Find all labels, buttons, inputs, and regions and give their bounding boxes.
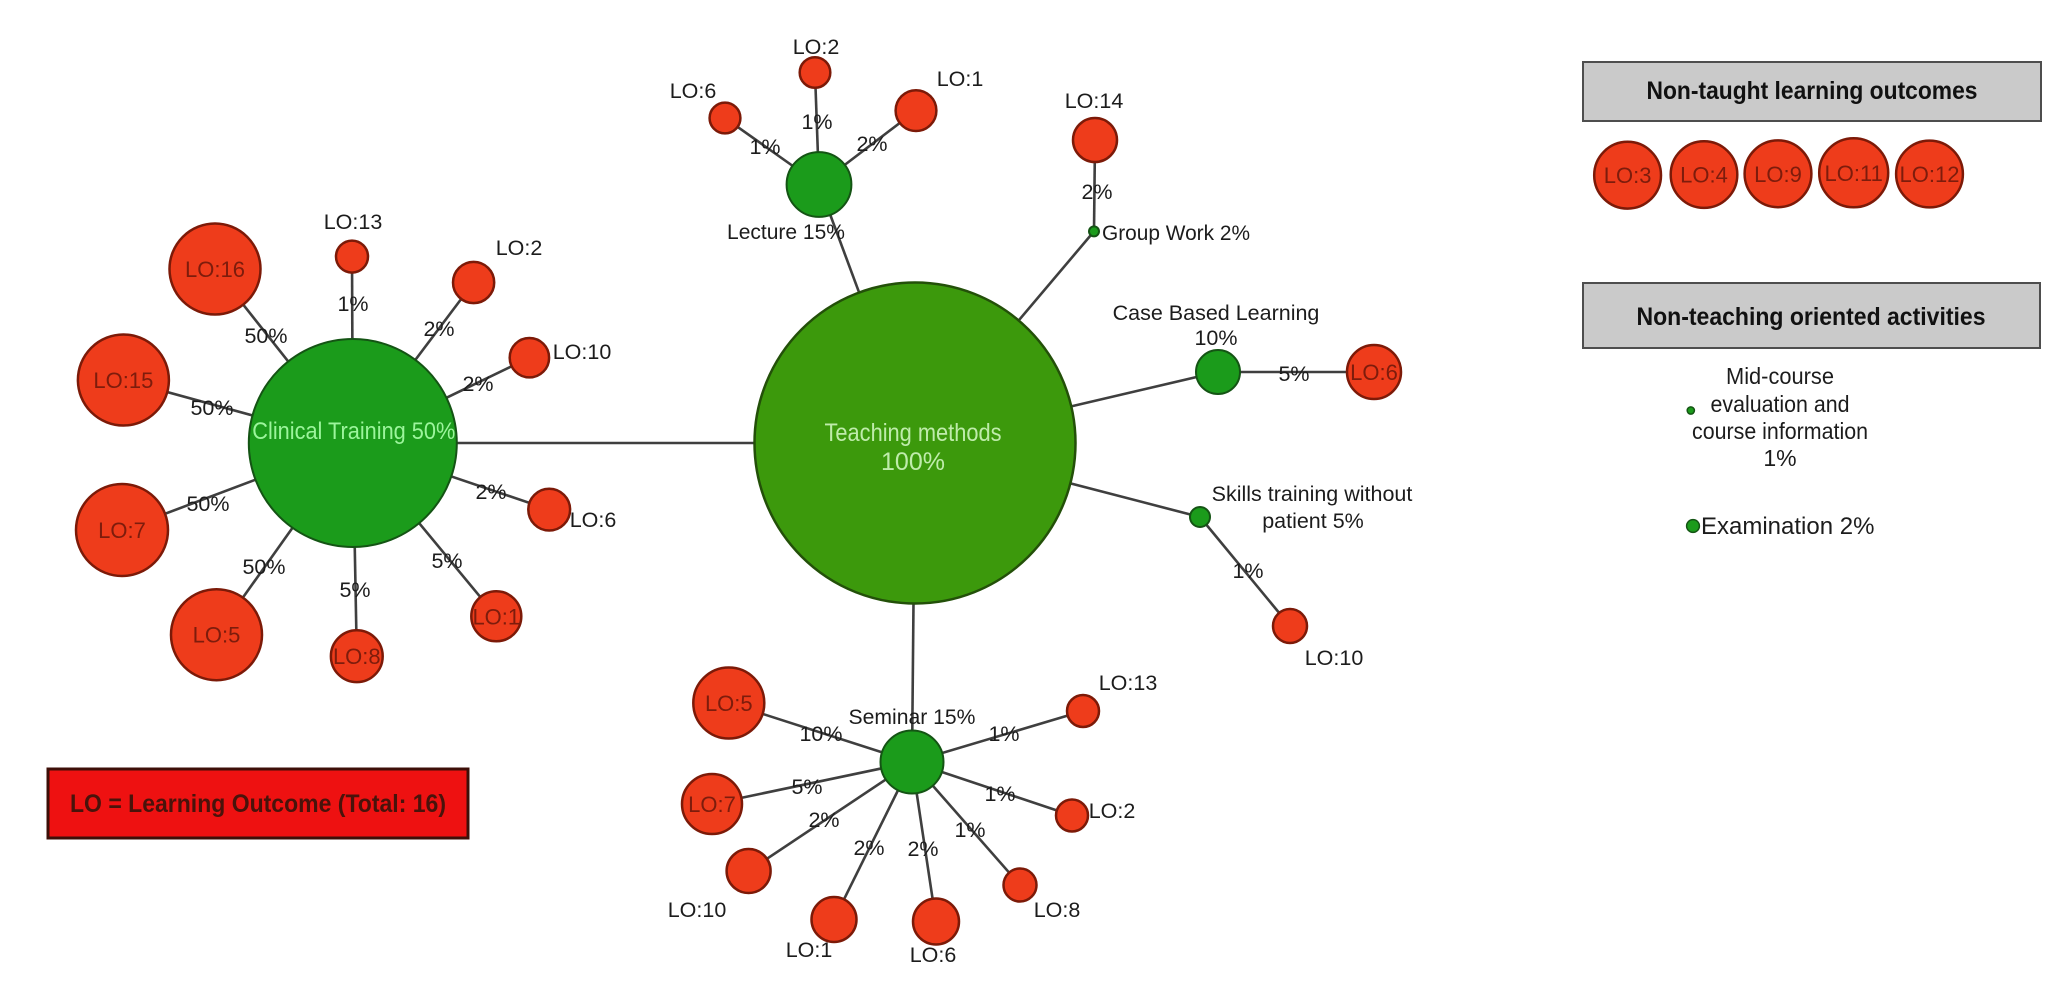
svg-text:patient 5%: patient 5% [1262,509,1364,533]
svg-text:LO:1: LO:1 [472,604,520,629]
svg-text:LO:2: LO:2 [1089,799,1136,823]
svg-text:5%: 5% [791,775,822,799]
svg-text:10%: 10% [1194,326,1237,350]
svg-text:LO:5: LO:5 [193,623,241,648]
svg-text:LO:11: LO:11 [1825,161,1883,186]
svg-text:LO:7: LO:7 [688,792,736,817]
svg-text:Mid-course: Mid-course [1726,363,1834,389]
svg-text:1%: 1% [1763,445,1796,471]
svg-text:5%: 5% [339,578,370,602]
svg-text:LO:8: LO:8 [1034,898,1081,922]
svg-text:LO:1: LO:1 [786,938,833,962]
svg-text:Seminar 15%: Seminar 15% [849,705,976,729]
svg-text:LO:6: LO:6 [1350,360,1398,385]
svg-text:2%: 2% [462,372,493,396]
svg-text:LO:9: LO:9 [1754,162,1802,187]
svg-text:5%: 5% [1278,362,1309,386]
svg-text:LO:5: LO:5 [705,691,753,716]
svg-text:LO:2: LO:2 [793,35,840,59]
svg-text:Clinical Training 50%: Clinical Training 50% [252,418,455,445]
svg-text:LO:8: LO:8 [333,644,381,669]
svg-text:LO:6: LO:6 [570,508,617,532]
svg-text:1%: 1% [801,110,832,134]
svg-text:2%: 2% [808,808,839,832]
svg-text:Teaching methods: Teaching methods [825,419,1002,447]
svg-text:50%: 50% [242,555,285,579]
svg-text:1%: 1% [749,135,780,159]
svg-text:1%: 1% [988,722,1019,746]
svg-text:50%: 50% [190,396,233,420]
svg-text:2%: 2% [423,317,454,341]
svg-text:Non-taught learning outcomes: Non-taught learning outcomes [1647,77,1978,105]
svg-text:LO:10: LO:10 [668,898,727,922]
svg-text:LO:16: LO:16 [185,257,245,282]
svg-text:Examination 2%: Examination 2% [1701,513,1874,540]
svg-text:LO:10: LO:10 [1305,646,1364,670]
svg-text:1%: 1% [337,292,368,316]
svg-text:LO:2: LO:2 [496,236,543,260]
svg-text:50%: 50% [244,324,287,348]
svg-text:1%: 1% [1232,559,1263,583]
svg-text:2%: 2% [1081,180,1112,204]
svg-text:LO:12: LO:12 [1900,162,1960,187]
svg-text:2%: 2% [856,132,887,156]
svg-text:LO:4: LO:4 [1680,163,1728,188]
svg-text:1%: 1% [954,818,985,842]
svg-text:LO:6: LO:6 [670,79,717,103]
svg-text:LO:14: LO:14 [1065,89,1124,113]
svg-text:1%: 1% [984,782,1015,806]
svg-text:LO = Learning Outcome (Total:: LO = Learning Outcome (Total: 16) [70,790,446,818]
svg-text:LO:6: LO:6 [910,943,957,967]
svg-text:Lecture 15%: Lecture 15% [727,220,845,244]
svg-text:2%: 2% [853,836,884,860]
svg-text:LO:10: LO:10 [553,340,612,364]
svg-text:LO:13: LO:13 [1099,671,1158,695]
svg-text:LO:13: LO:13 [324,210,383,234]
svg-text:10%: 10% [799,722,842,746]
svg-text:course information: course information [1692,418,1868,444]
svg-text:2%: 2% [475,480,506,504]
svg-text:LO:1: LO:1 [937,67,984,91]
svg-text:100%: 100% [881,448,945,476]
svg-text:2%: 2% [907,837,938,861]
svg-text:Skills training without: Skills training without [1212,482,1413,506]
svg-text:50%: 50% [186,492,229,516]
svg-text:LO:7: LO:7 [98,518,146,543]
svg-text:LO:15: LO:15 [93,368,153,393]
svg-text:evaluation and: evaluation and [1711,391,1850,417]
svg-text:Non-teaching oriented activiti: Non-teaching oriented activities [1637,303,1986,331]
svg-text:LO:3: LO:3 [1604,163,1652,188]
svg-text:Case Based Learning: Case Based Learning [1113,301,1320,325]
svg-text:Group Work 2%: Group Work 2% [1102,221,1250,245]
svg-text:5%: 5% [431,549,462,573]
